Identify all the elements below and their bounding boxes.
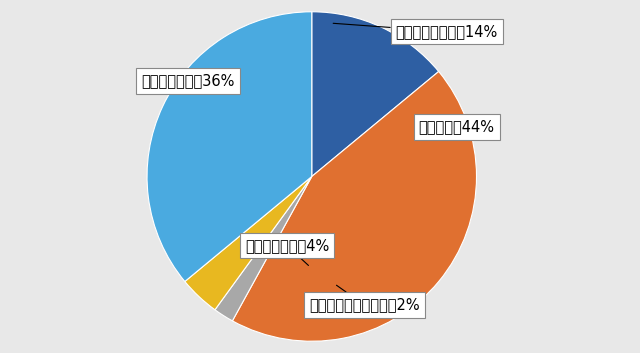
Wedge shape xyxy=(147,12,312,281)
Text: 勧めたい　44%: 勧めたい 44% xyxy=(419,120,495,134)
Text: 判断できない　36%: 判断できない 36% xyxy=(141,73,235,89)
Wedge shape xyxy=(312,12,438,176)
Text: 是非。勧めたい　14%: 是非。勧めたい 14% xyxy=(333,23,498,39)
Text: 勧めたくない　4%: 勧めたくない 4% xyxy=(245,238,329,265)
Wedge shape xyxy=(232,72,477,341)
Wedge shape xyxy=(185,176,312,310)
Text: あまり勧めたくない　2%: あまり勧めたくない 2% xyxy=(309,285,420,312)
Wedge shape xyxy=(215,176,312,321)
